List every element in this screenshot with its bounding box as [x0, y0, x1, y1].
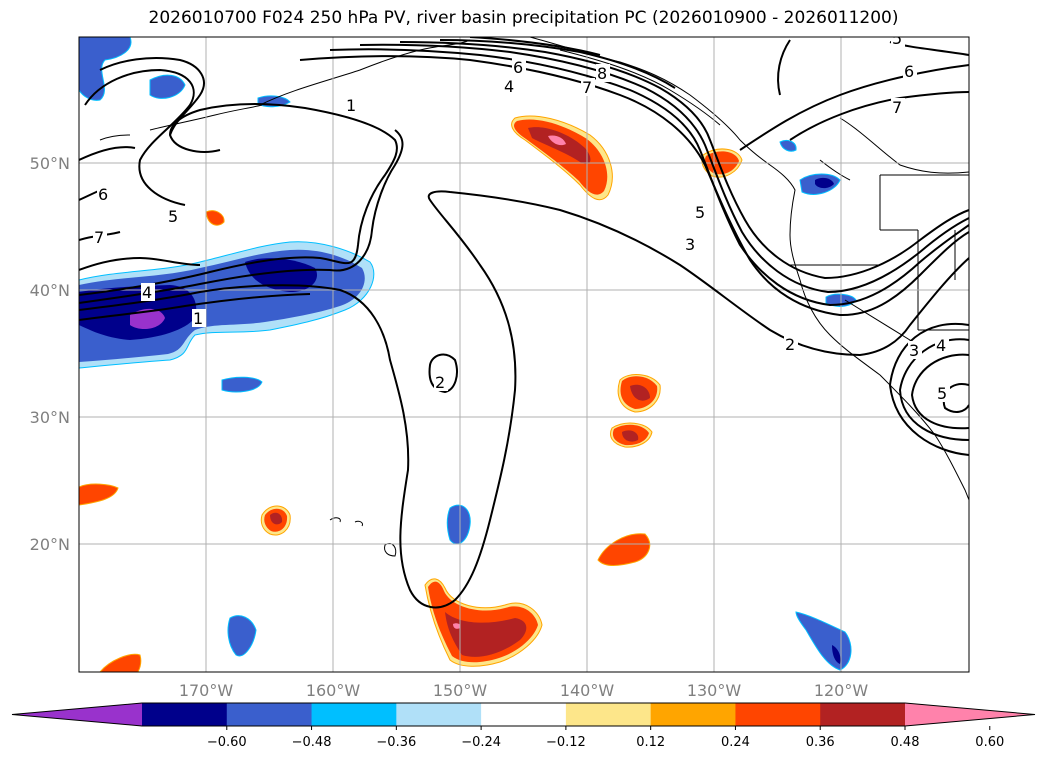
- contour-label: 5: [695, 203, 705, 222]
- colorbar-tick-label: −0.12: [546, 735, 586, 750]
- contour-label: 5: [892, 29, 902, 48]
- colorbar-tick-label: 0.48: [891, 735, 920, 750]
- precipitation-shading: [79, 37, 857, 672]
- colorbar-swatch: [481, 703, 567, 726]
- contour-label: 6: [98, 185, 108, 204]
- contour-label: 5: [937, 384, 947, 403]
- colorbar-swatch: [142, 703, 228, 726]
- contour-label: 4: [504, 77, 514, 96]
- colorbar-swatch: [735, 703, 821, 726]
- longitude-labels: 170°W 160°W 150°W 140°W 130°W 120°W: [179, 681, 869, 700]
- map-frame: [78, 36, 970, 673]
- contour-label: 1: [193, 309, 203, 328]
- colorbar: −0.60 −0.48 −0.36 −0.24 −0.12 0.12 0.24 0.36 0.4…: [11, 702, 1036, 750]
- map-title: 2026010700 F024 250 hPa PV, river basin …: [148, 8, 899, 28]
- colorbar-tick-label: −0.48: [292, 735, 332, 750]
- colorbar-tick-label: 0.36: [806, 735, 835, 750]
- colorbar-extend-max: [905, 703, 1035, 726]
- lat-label: 30°N: [30, 408, 70, 427]
- contour-label: 6: [904, 62, 914, 81]
- contour-label: 6: [513, 58, 523, 77]
- contour-label: 7: [582, 78, 592, 97]
- lon-label: 120°W: [814, 681, 869, 700]
- colorbar-tick-label: 0.60: [975, 735, 1004, 750]
- colorbar-swatch: [820, 703, 906, 726]
- lat-label: 20°N: [30, 535, 70, 554]
- contour-labels: 6 4 7 8 1 5 6 7 6 5 7 4 1 3 5 2 3 4 5 2: [93, 29, 950, 403]
- colorbar-swatch: [650, 703, 736, 726]
- lon-label: 150°W: [433, 681, 488, 700]
- contour-label: 1: [346, 96, 356, 115]
- contour-label: 7: [94, 228, 104, 247]
- colorbar-tick-label: 0.24: [721, 735, 750, 750]
- contour-label: 3: [685, 235, 695, 254]
- colorbar-outline: [11, 702, 1036, 727]
- contour-label: 4: [936, 336, 946, 355]
- contour-label: 3: [909, 341, 919, 360]
- lon-label: 160°W: [306, 681, 361, 700]
- contour-label: 4: [142, 283, 152, 302]
- colorbar-swatch: [396, 703, 482, 726]
- contour-label: 8: [597, 64, 607, 83]
- lon-label: 170°W: [179, 681, 234, 700]
- colorbar-swatch: [226, 703, 313, 726]
- contour-label: 7: [892, 98, 902, 117]
- lat-label: 50°N: [30, 154, 70, 173]
- colorbar-swatch: [311, 703, 397, 726]
- colorbar-swatch: [565, 703, 652, 726]
- colorbar-extend-min: [12, 703, 142, 726]
- colorbar-tick-label: −0.60: [207, 735, 247, 750]
- gridlines: [79, 37, 969, 672]
- map-area: 6 4 7 8 1 5 6 7 6 5 7 4 1 3 5 2 3 4 5 2: [79, 29, 969, 672]
- contour-label: 2: [435, 373, 445, 392]
- latitude-labels: 50°N 40°N 30°N 20°N: [30, 154, 70, 554]
- contour-label: 2: [785, 335, 795, 354]
- lon-label: 130°W: [687, 681, 742, 700]
- colorbar-tick-label: 0.12: [636, 735, 665, 750]
- lon-label: 140°W: [560, 681, 615, 700]
- pv-contours: [79, 37, 969, 609]
- contour-label: 5: [168, 207, 178, 226]
- lat-label: 40°N: [30, 281, 70, 300]
- colorbar-tick-label: −0.36: [376, 735, 416, 750]
- colorbar-tick-label: −0.24: [461, 735, 501, 750]
